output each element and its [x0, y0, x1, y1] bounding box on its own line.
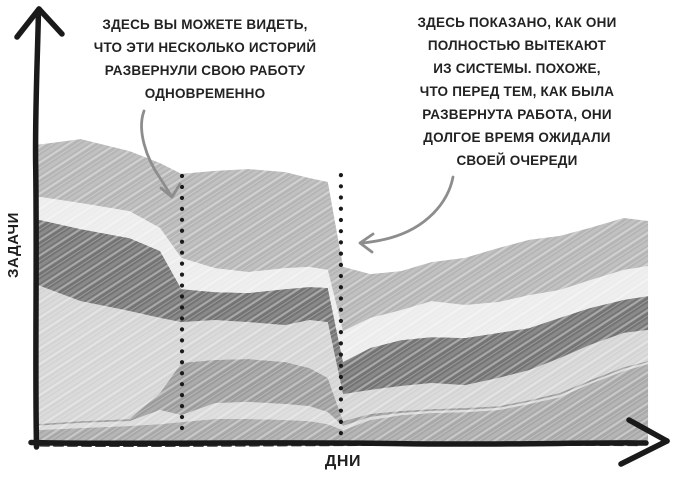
dot — [338, 195, 344, 200]
annotation-line: ЗДЕСЬ ВЫ МОЖЕТЕ ВИДЕТЬ, — [102, 17, 308, 32]
dot — [179, 195, 185, 201]
dot — [179, 272, 185, 277]
hatch-texture — [35, 139, 649, 443]
dot — [338, 363, 344, 368]
dot — [179, 360, 185, 365]
arrowhead-left-icon — [358, 232, 375, 254]
event-dotted-lines — [179, 173, 344, 436]
dot — [338, 273, 344, 279]
annotation-right: ЗДЕСЬ ПОКАЗАНО, КАК ОНИ ПОЛНОСТЬЮ ВЫТЕКА… — [378, 11, 656, 172]
curved-arrow-left-icon — [140, 109, 174, 199]
dot — [338, 341, 344, 346]
dot — [338, 251, 344, 256]
dot — [338, 431, 344, 436]
dot — [179, 217, 185, 222]
axes — [14, 6, 670, 467]
dot — [338, 229, 344, 234]
dot — [179, 206, 185, 211]
dot — [338, 217, 344, 223]
dot — [338, 318, 344, 324]
dot — [338, 285, 344, 290]
dot — [179, 173, 185, 179]
dot — [179, 425, 185, 431]
arrowhead-down-icon — [159, 182, 182, 199]
annotation-left: ЗДЕСЬ ВЫ МОЖЕТЕ ВИДЕТЬ, ЧТО ЭТИ НЕСКОЛЬК… — [60, 13, 350, 105]
x-axis-label: ДНИ — [324, 453, 362, 470]
annotation-line: ДОЛГОЕ ВРЕМЯ ОЖИДАЛИ — [423, 130, 611, 145]
dot — [338, 374, 344, 380]
dot — [179, 338, 185, 343]
dot — [179, 414, 185, 420]
stacked-bands — [35, 139, 649, 443]
dot — [338, 408, 344, 413]
annotation-line: ИЗ СИСТЕМЫ. ПОХОЖЕ, — [433, 61, 601, 76]
annotation-arrows — [140, 109, 455, 254]
dot — [338, 184, 344, 189]
dot — [179, 393, 185, 398]
annotation-line: РАЗВЕРНУТА РАБОТА, ОНИ — [422, 107, 612, 122]
annotation-line: ОДНОВРЕМЕННО — [144, 86, 266, 101]
dot — [338, 262, 344, 267]
dot — [338, 206, 344, 211]
y-axis-arrow-icon — [14, 6, 42, 40]
annotation-line: ЧТО ПЕРЕД ТЕМ, КАК БЫЛА — [419, 84, 615, 99]
x-axis-arrow-icon — [618, 438, 670, 467]
dot — [179, 261, 185, 266]
dot — [179, 294, 185, 299]
y-axis-line — [32, 11, 42, 450]
dot — [179, 228, 185, 233]
dot — [179, 316, 185, 321]
dot — [179, 283, 185, 288]
x-axis-line — [28, 439, 649, 447]
dot — [338, 330, 344, 335]
dot — [179, 382, 185, 387]
dot — [179, 250, 185, 255]
annotation-line: РАЗВЕРНУЛИ СВОЮ РАБОТУ — [104, 63, 306, 78]
x-axis-rough-edge — [39, 443, 639, 447]
annotation-line: ПОЛНОСТЬЮ ВЫТЕКАЮТ — [427, 38, 607, 53]
dot — [179, 349, 185, 354]
dot — [179, 327, 185, 332]
dot — [179, 371, 185, 376]
dot — [338, 419, 344, 424]
dot — [179, 305, 185, 310]
y-axis-label: ЗАДАЧИ — [5, 211, 22, 279]
dot — [338, 352, 344, 357]
dot — [179, 403, 185, 409]
dot — [338, 240, 344, 245]
y-axis-arrow-icon — [36, 6, 65, 37]
dot — [179, 184, 185, 190]
curved-arrow-right-icon — [361, 175, 455, 245]
dot — [338, 296, 344, 301]
dot — [179, 239, 185, 244]
annotation-line: ЗДЕСЬ ПОКАЗАНО, КАК ОНИ — [417, 15, 617, 30]
annotation-line: СВОЕЙ ОЧЕРЕДИ — [456, 153, 578, 168]
x-axis-arrow-icon — [626, 417, 670, 444]
annotation-line: ЧТО ЭТИ НЕСКОЛЬКО ИСТОРИЙ — [93, 40, 317, 55]
dot — [338, 307, 344, 312]
dot — [338, 173, 344, 178]
dot — [338, 386, 344, 391]
dot — [338, 397, 344, 402]
